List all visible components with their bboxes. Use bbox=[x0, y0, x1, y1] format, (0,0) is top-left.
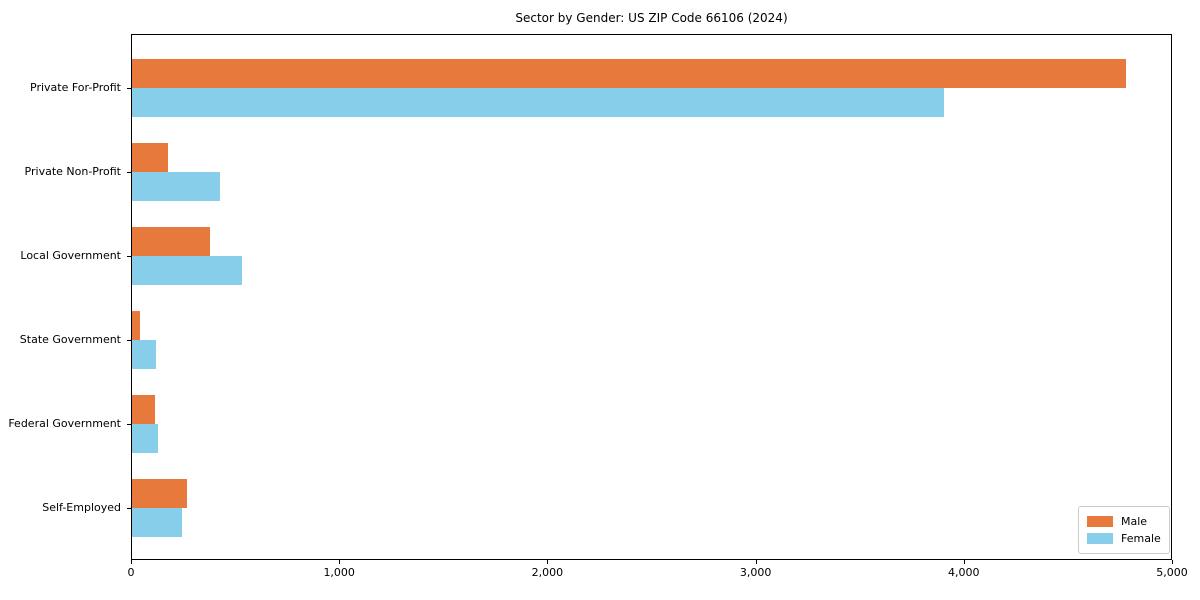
bar-female-4 bbox=[132, 424, 158, 453]
y-tick-label: Federal Government bbox=[8, 417, 121, 430]
bar-female-2 bbox=[132, 256, 242, 285]
bar-male-3 bbox=[132, 311, 140, 340]
x-tick-label: 0 bbox=[127, 566, 135, 579]
bar-male-4 bbox=[132, 395, 155, 424]
y-tick-mark bbox=[127, 424, 131, 425]
y-tick-mark bbox=[127, 172, 131, 173]
legend-label-female: Female bbox=[1121, 531, 1161, 545]
x-tick-mark bbox=[755, 560, 757, 564]
x-tick-mark bbox=[547, 560, 549, 564]
bar-female-1 bbox=[132, 172, 220, 201]
x-tick-label: 1,000 bbox=[323, 566, 355, 579]
y-tick-label: Private Non-Profit bbox=[24, 165, 121, 178]
x-tick-mark bbox=[963, 560, 965, 564]
legend: Male Female bbox=[1078, 506, 1170, 554]
x-tick-label: 4,000 bbox=[948, 566, 980, 579]
chart-title: Sector by Gender: US ZIP Code 66106 (202… bbox=[515, 11, 788, 25]
bar-female-3 bbox=[132, 340, 156, 369]
x-tick-label: 3,000 bbox=[739, 566, 772, 579]
bar-female-5 bbox=[132, 508, 182, 537]
y-tick-mark bbox=[127, 340, 131, 341]
x-tick-mark bbox=[339, 560, 341, 564]
legend-swatch-female-icon bbox=[1087, 533, 1113, 544]
y-tick-mark bbox=[127, 256, 131, 257]
x-tick-mark bbox=[131, 560, 132, 564]
bar-female-0 bbox=[132, 88, 944, 117]
legend-entry-male: Male bbox=[1087, 514, 1169, 528]
x-tick-mark bbox=[1172, 560, 1173, 564]
y-tick-mark bbox=[127, 508, 131, 509]
legend-swatch-male-icon bbox=[1087, 516, 1113, 527]
y-tick-label: Private For-Profit bbox=[30, 81, 121, 94]
plot-area bbox=[131, 34, 1172, 560]
legend-entry-female: Female bbox=[1087, 531, 1169, 545]
x-tick-label: 5,000 bbox=[1156, 566, 1188, 579]
bar-male-2 bbox=[132, 227, 210, 256]
y-tick-label: Local Government bbox=[20, 249, 121, 262]
y-tick-mark bbox=[127, 88, 131, 89]
y-tick-label: State Government bbox=[19, 333, 121, 346]
bar-male-5 bbox=[132, 479, 187, 508]
x-tick-label: 2,000 bbox=[531, 566, 564, 579]
bar-male-0 bbox=[132, 59, 1126, 88]
y-tick-label: Self-Employed bbox=[42, 501, 121, 514]
bar-male-1 bbox=[132, 143, 168, 172]
legend-label-male: Male bbox=[1121, 514, 1148, 528]
